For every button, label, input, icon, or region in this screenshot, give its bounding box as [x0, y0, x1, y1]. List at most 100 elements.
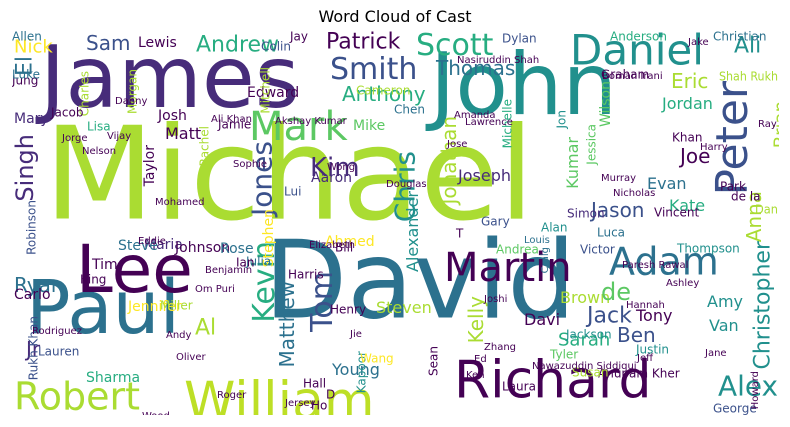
cloud-word: James — [35, 31, 300, 128]
cloud-word: Daniel — [570, 31, 704, 75]
cloud-word: Lee — [76, 231, 193, 308]
cloud-word: Akshay Kumar — [275, 116, 348, 127]
cloud-word: Gary — [481, 215, 510, 229]
cloud-word: Park — [720, 180, 746, 194]
cloud-word: Ken — [466, 370, 485, 381]
cloud-word: Johnson — [174, 240, 230, 256]
cloud-word: Nasiruddin Shah — [457, 55, 539, 66]
cloud-word: Jennifer — [127, 299, 182, 315]
cloud-word: Taylor — [142, 145, 158, 188]
cloud-word: Steve — [118, 238, 158, 254]
cloud-word: D — [326, 388, 335, 402]
cloud-word: Aaron — [311, 170, 352, 186]
cloud-word: Joseph — [457, 166, 511, 185]
cloud-word: Harris — [288, 268, 324, 282]
cloud-word: Mohamed — [155, 197, 204, 208]
cloud-word: Vijay — [107, 131, 131, 142]
cloud-word: Anthony — [342, 82, 426, 106]
cloud-word: Evan — [647, 174, 687, 193]
cloud-word: Jason — [589, 198, 645, 222]
cloud-word: Simon — [567, 207, 605, 221]
cloud-word: Paresh Rawal — [622, 260, 688, 271]
cloud-word: George — [713, 402, 757, 415]
cloud-word: Zhang — [484, 342, 516, 353]
cloud-word: Jones — [245, 141, 278, 218]
cloud-word: Jose — [446, 139, 467, 150]
cloud-word: Murray — [601, 173, 636, 184]
cloud-word: Eddie — [138, 236, 166, 247]
cloud-word: Joshi — [483, 294, 507, 305]
cloud-word: Kim — [310, 153, 360, 183]
cloud-word: Lui — [284, 185, 301, 199]
cloud-word: Nicholas — [613, 188, 655, 199]
cloud-word: Tyler — [549, 348, 578, 362]
cloud-word: Peter — [707, 80, 758, 195]
cloud-word: Anna — [742, 191, 766, 242]
cloud-word: Wilson — [598, 81, 614, 127]
cloud-word: Douglas — [386, 179, 427, 190]
cloud-word: Miller — [160, 299, 193, 313]
cloud-word: Victor — [580, 243, 615, 257]
cloud-word: Craig — [540, 247, 551, 273]
cloud-word: Tim — [91, 257, 118, 273]
cloud-word: Jamie — [217, 118, 251, 132]
cloud-word: Steven — [376, 298, 432, 317]
cloud-word: Martin — [444, 245, 572, 291]
cloud-word: Joe — [678, 144, 710, 168]
cloud-word: Jonathan — [437, 116, 461, 207]
cloud-word: Stephen — [261, 209, 277, 267]
cloud-word: Kate — [669, 196, 705, 215]
cloud-word: Alex — [718, 369, 778, 402]
word-cloud-panel: Michael David James John Paul Lee Richard Willi… — [12, 31, 779, 415]
cloud-word: Wood — [142, 411, 170, 415]
cloud-word: Robert — [14, 374, 140, 415]
cloud-word: Jay — [289, 31, 308, 44]
cloud-word: Dan — [755, 203, 778, 217]
cloud-word: Christian — [713, 31, 767, 44]
cloud-word: Jeff — [636, 353, 654, 364]
cloud-word: Kelly — [464, 296, 488, 344]
cloud-word: Scott — [416, 31, 494, 63]
cloud-word: Julia — [245, 255, 271, 269]
cloud-word: Ed — [474, 354, 487, 365]
cloud-word: Young — [331, 360, 380, 379]
cloud-word: Wong — [327, 162, 355, 173]
cloud-word: Jon — [555, 110, 569, 130]
cloud-word: Michelle — [501, 99, 515, 148]
cloud-word: Ali — [734, 34, 761, 59]
cloud-word: Ahmed — [325, 234, 375, 250]
cloud-word: Sharma — [86, 370, 140, 386]
cloud-word: Brian — [770, 101, 779, 148]
cloud-word: Rukh Khan — [27, 316, 41, 380]
cloud-word: Colin — [261, 40, 291, 54]
cloud-word: Danny — [115, 96, 148, 107]
cloud-word: Matt — [165, 124, 201, 143]
cloud-word: Lawrence — [465, 117, 513, 128]
cloud-word: Van — [709, 316, 739, 335]
cloud-word: Allen — [12, 31, 42, 44]
cloud-word: King — [80, 273, 106, 287]
cloud-word: Elizabeth — [309, 240, 355, 251]
cloud-word: Kapoor — [355, 351, 369, 393]
cloud-word: Adam — [609, 239, 719, 283]
cloud-word: Susan — [572, 366, 608, 380]
cloud-word: Cameron — [356, 84, 410, 98]
cloud-word: Ali Khan — [211, 114, 252, 125]
cloud-word: Laura — [502, 380, 536, 394]
cloud-word: Maria — [144, 237, 183, 253]
cloud-word: Carlo — [14, 287, 51, 303]
cloud-word: Jersey — [284, 398, 316, 409]
cloud-word: Luke — [12, 68, 40, 82]
cloud-word: Paul — [26, 265, 180, 351]
cloud-word: Edward — [247, 85, 299, 101]
chart-title: Word Cloud of Cast — [318, 7, 472, 26]
cloud-word: Mark — [249, 104, 348, 150]
cloud-word: Jacob — [50, 106, 83, 120]
cloud-word: Ashley — [666, 278, 699, 289]
cloud-word: Jake — [687, 37, 709, 48]
cloud-word: Kevin — [247, 241, 282, 323]
cloud-word: Sarah — [558, 329, 610, 350]
cloud-word: Jr — [24, 337, 41, 361]
cloud-word: Harry — [700, 142, 728, 153]
cloud-word: Ian — [236, 256, 255, 270]
